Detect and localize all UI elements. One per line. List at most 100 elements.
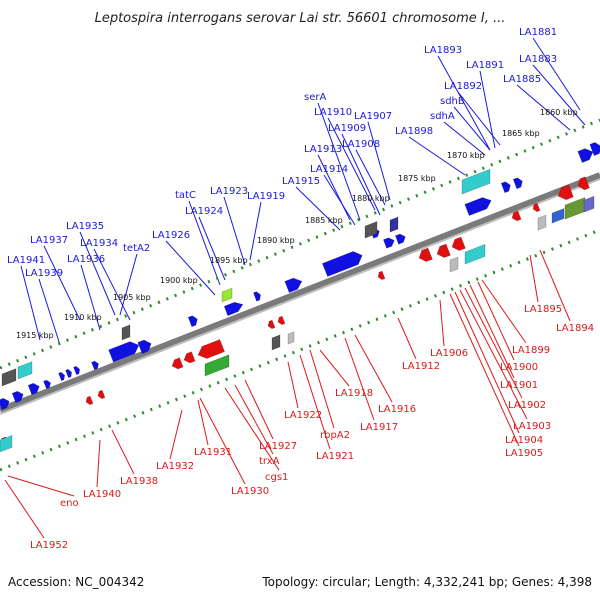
top-gene-label: LA1909 — [328, 123, 366, 134]
bottom-gene-label: LA1927 — [259, 441, 297, 452]
top-gene-label: LA1924 — [185, 206, 223, 217]
top-gene-label: serA — [304, 92, 326, 103]
top-gene-label: sdhA — [430, 111, 455, 122]
reverse-gene-arrow — [436, 243, 451, 258]
upper-scale-line — [0, 118, 600, 370]
reverse-gene-arrow — [451, 236, 466, 251]
bottom-gene-label: LA1932 — [156, 461, 194, 472]
feature-block — [464, 244, 486, 265]
scale-tick-label: 1885 kbp — [305, 216, 343, 225]
feature-block — [271, 334, 281, 351]
bottom-gene-label: LA1903 — [513, 421, 551, 432]
top-label-connector — [249, 201, 262, 261]
top-label-connector — [457, 91, 501, 146]
reverse-gene-arrow — [267, 319, 276, 330]
reverse-gene-arrow — [577, 176, 590, 191]
bottom-label-connector — [539, 249, 571, 322]
top-gene-label: LA1926 — [152, 230, 190, 241]
bottom-label-connector — [454, 291, 520, 434]
reverse-gene-arrow — [532, 202, 541, 213]
bottom-label-connector — [224, 387, 280, 471]
forward-gene-arrow — [500, 181, 511, 194]
top-label-connector — [453, 106, 491, 151]
bottom-label-connector — [449, 293, 520, 447]
bottom-label-connector — [244, 379, 274, 440]
feature-block — [17, 361, 33, 380]
reverse-gene-arrow — [511, 210, 522, 222]
reverse-gene-arrow — [377, 270, 386, 281]
bottom-gene-label: LA1905 — [505, 448, 543, 459]
forward-gene-arrow — [91, 360, 99, 371]
accession-text: Accession: NC_004342 — [8, 575, 144, 589]
bottom-gene-labels: LA1895 LA1894 LA1899 LA1900 LA1901 LA1902 LA19… — [30, 304, 594, 551]
reverse-gene-arrow — [197, 339, 225, 359]
top-gene-label: LA1883 — [519, 54, 557, 65]
bottom-label-connector — [529, 254, 539, 303]
bottom-gene-label: LA1906 — [430, 348, 468, 359]
bottom-gene-label: cgs1 — [265, 472, 288, 483]
top-label-connector — [355, 149, 386, 206]
label-connector-lines — [4, 37, 586, 539]
forward-gene-arrow — [0, 397, 10, 411]
scale-tick-label: 1890 kbp — [257, 236, 295, 245]
top-label-connector — [341, 133, 381, 216]
top-gene-label: LA1934 — [80, 238, 118, 249]
reverse-gene-arrow — [97, 389, 106, 400]
reverse-gene-arrow — [171, 357, 184, 370]
bottom-gene-label: LA1922 — [284, 410, 322, 421]
forward-gene-arrow — [284, 277, 303, 293]
bottom-gene-label: trxA — [259, 456, 280, 467]
scale-tick-label: 1860 kbp — [540, 108, 578, 117]
bottom-label-connector — [469, 284, 515, 379]
forward-gene-arrow — [464, 197, 492, 216]
top-label-connector — [38, 278, 61, 346]
top-gene-label: LA1910 — [314, 107, 352, 118]
feature-block — [583, 195, 595, 213]
feature-block — [389, 216, 399, 233]
feature-block — [121, 324, 131, 341]
forward-gene-arrow — [43, 379, 51, 390]
top-gene-label: LA1913 — [304, 144, 342, 155]
top-gene-label: LA1885 — [503, 74, 541, 85]
top-gene-label: LA1907 — [354, 111, 392, 122]
top-gene-label: LA1881 — [519, 27, 557, 38]
bottom-label-connector — [344, 337, 375, 421]
feature-block — [461, 168, 491, 195]
bottom-gene-label: LA1918 — [335, 388, 373, 399]
forward-gene-arrow — [187, 315, 198, 328]
top-label-connector — [165, 240, 216, 296]
top-label-connector — [198, 216, 226, 281]
scale-tick-labels: 1860 kbp 1865 kbp 1870 kbp 1875 kbp 1880 kbp… — [16, 108, 578, 340]
top-gene-label: LA1935 — [66, 221, 104, 232]
bottom-gene-label: LA1931 — [194, 447, 232, 458]
reverse-gene-arrow — [277, 315, 286, 326]
forward-gene-arrow — [322, 251, 363, 277]
bottom-gene-label: LA1894 — [556, 323, 594, 334]
bottom-label-connector — [299, 354, 331, 450]
forward-gene-arrow — [73, 365, 81, 376]
bottom-label-connector — [111, 429, 135, 475]
scale-tick-label: 1910 kbp — [64, 313, 102, 322]
top-label-connector — [317, 102, 361, 221]
top-gene-label: tatC — [175, 190, 196, 201]
forward-gene-arrow — [589, 142, 600, 156]
forward-gene-arrow — [577, 148, 594, 163]
bottom-label-connector — [309, 349, 335, 429]
feature-block — [449, 256, 459, 273]
bottom-gene-label: LA1930 — [231, 486, 269, 497]
top-gene-label: LA1939 — [25, 268, 63, 279]
bottom-label-connector — [397, 317, 417, 360]
bottom-gene-label: LA1900 — [500, 362, 538, 373]
top-label-connector — [79, 231, 116, 316]
top-label-connector — [532, 37, 581, 111]
forward-gene-arrow — [11, 390, 24, 404]
bottom-label-connector — [96, 439, 101, 488]
bottom-gene-label: LA1917 — [360, 422, 398, 433]
feature-block — [287, 331, 295, 345]
top-gene-label: LA1915 — [282, 176, 320, 187]
top-label-connector — [43, 245, 81, 321]
top-label-connector — [516, 84, 571, 131]
feature-block — [1, 368, 17, 387]
scale-tick-label: 1905 kbp — [113, 293, 151, 302]
